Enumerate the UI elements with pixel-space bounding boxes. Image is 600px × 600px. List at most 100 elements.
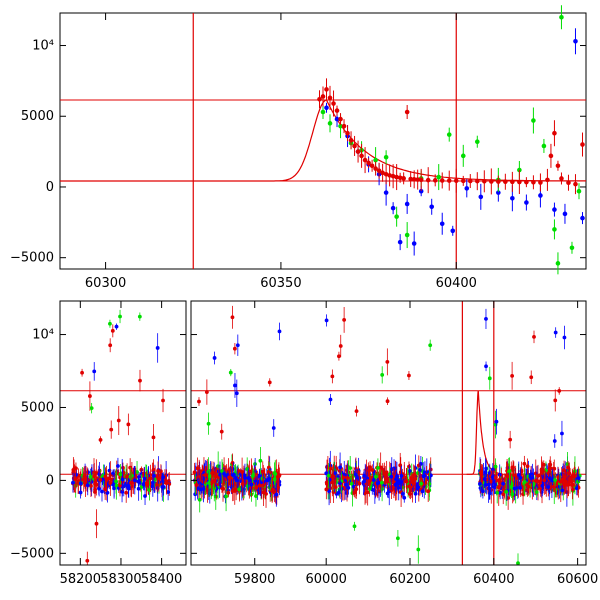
- data-point: [136, 479, 141, 484]
- data-point: [422, 473, 427, 478]
- data-point: [94, 521, 99, 526]
- data-point: [326, 473, 331, 478]
- data-point: [385, 359, 390, 364]
- bottom-data-area: [60, 301, 586, 566]
- data-point: [411, 177, 417, 182]
- data-point: [137, 314, 142, 319]
- data-point: [570, 482, 575, 487]
- data-point: [73, 477, 78, 482]
- data-point: [407, 492, 412, 496]
- top-y-axis: −5000 0 5000 10⁴: [10, 39, 586, 266]
- data-point: [509, 485, 514, 489]
- data-point: [114, 324, 119, 329]
- data-point: [116, 464, 120, 468]
- data-point: [320, 94, 326, 99]
- data-point: [109, 427, 114, 432]
- data-point: [116, 418, 121, 423]
- data-point: [376, 168, 382, 174]
- data-point: [89, 406, 94, 411]
- data-point: [518, 475, 523, 480]
- data-point: [531, 482, 536, 486]
- data-point: [535, 479, 540, 484]
- data-point: [383, 154, 389, 160]
- data-point: [511, 465, 515, 470]
- data-point: [246, 476, 251, 480]
- data-point: [496, 179, 501, 184]
- data-point: [389, 474, 394, 479]
- data-point: [235, 343, 240, 348]
- x-tick-label: 60000: [306, 572, 347, 587]
- top-data-area: [60, 5, 586, 275]
- data-point: [362, 473, 367, 478]
- y-tick-label: 5000: [21, 109, 54, 124]
- data-point: [489, 479, 493, 484]
- data-point: [234, 391, 239, 396]
- data-point: [151, 435, 156, 440]
- x-tick-label: 58200: [60, 572, 101, 587]
- data-point: [402, 495, 407, 500]
- data-point: [526, 484, 531, 489]
- data-point: [104, 477, 109, 481]
- data-point: [555, 261, 561, 266]
- data-point: [394, 214, 399, 219]
- data-point: [357, 481, 362, 486]
- data-point: [128, 474, 133, 479]
- data-point: [270, 487, 275, 492]
- data-point: [341, 123, 347, 129]
- data-point: [504, 489, 509, 494]
- bottom-frame-segment-1: [59, 300, 187, 566]
- data-point: [221, 487, 225, 491]
- data-point: [572, 474, 577, 479]
- data-point: [399, 474, 404, 478]
- data-point: [508, 437, 513, 442]
- data-point: [548, 462, 553, 467]
- data-point: [562, 335, 567, 340]
- data-point: [89, 484, 93, 488]
- top-x-axis: 60300 60350 60400: [85, 13, 477, 291]
- data-point: [553, 330, 558, 335]
- data-point: [552, 227, 557, 232]
- data-point: [418, 188, 424, 194]
- data-point: [261, 490, 266, 495]
- data-point: [233, 475, 238, 480]
- data-point: [148, 476, 153, 481]
- data-point: [111, 482, 115, 487]
- data-point: [327, 95, 333, 101]
- data-point: [478, 194, 484, 200]
- data-point: [410, 479, 415, 484]
- data-point: [258, 458, 263, 463]
- data-point: [226, 490, 231, 495]
- data-point: [345, 130, 350, 136]
- data-point: [540, 483, 545, 488]
- data-point: [272, 471, 277, 475]
- data-point: [564, 479, 568, 484]
- data-point: [71, 480, 75, 485]
- data-point: [207, 481, 211, 485]
- data-point: [446, 132, 452, 137]
- data-point: [542, 478, 547, 483]
- data-point: [395, 536, 400, 541]
- data-point: [78, 490, 83, 495]
- data-point: [392, 466, 396, 471]
- data-point: [562, 483, 567, 488]
- data-point: [338, 344, 343, 348]
- data-point: [545, 177, 550, 183]
- data-point: [150, 480, 155, 485]
- data-point: [474, 139, 480, 145]
- data-point: [142, 476, 147, 481]
- data-point: [394, 174, 399, 180]
- data-point: [355, 149, 361, 154]
- x-tick-label: 58400: [141, 572, 182, 587]
- data-point: [546, 485, 551, 490]
- data-point: [524, 179, 529, 185]
- data-point: [570, 487, 575, 492]
- data-point: [216, 464, 221, 469]
- bottom-x-axis: 58200 58300 58400 59800 60000 60200 60400 60600: [60, 301, 598, 587]
- data-point: [552, 207, 557, 212]
- data-point: [195, 466, 200, 471]
- data-point: [560, 431, 564, 436]
- data-point: [254, 494, 258, 498]
- data-point: [369, 163, 375, 169]
- data-point: [136, 486, 141, 491]
- data-point: [359, 153, 364, 159]
